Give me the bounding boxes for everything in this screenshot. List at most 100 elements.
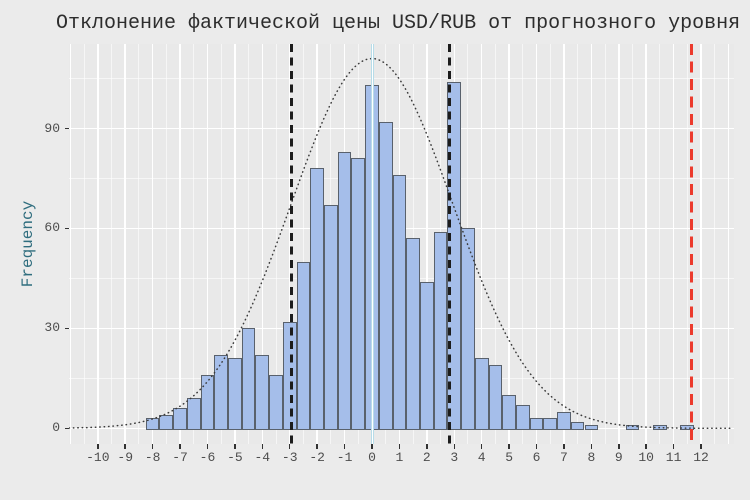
histogram-bar: [241, 328, 256, 430]
x-tick-label: 0: [368, 450, 376, 465]
histogram-bar: [378, 121, 393, 430]
histogram-bar: [557, 411, 571, 430]
histogram-bar: [570, 421, 585, 430]
x-major-gridline: [590, 44, 593, 444]
x-major-gridline: [700, 44, 702, 444]
x-tick-label: 12: [693, 450, 709, 465]
y-axis-title: Frequency: [19, 200, 37, 288]
x-minor-gridline: [659, 44, 661, 444]
x-tick-mark: [151, 444, 154, 449]
histogram-bar: [488, 365, 503, 430]
x-minor-gridline: [220, 44, 222, 444]
x-major-gridline: [234, 44, 236, 444]
x-minor-gridline: [686, 44, 688, 444]
x-tick-mark: [453, 444, 455, 449]
histogram-bar: [351, 158, 366, 430]
histogram-bar: [269, 375, 283, 430]
histogram-bar: [625, 424, 640, 430]
outlier-line: [690, 44, 694, 444]
x-tick-mark: [618, 444, 620, 449]
histogram-bar: [310, 168, 324, 430]
x-tick-mark: [645, 444, 647, 449]
x-tick-mark: [398, 444, 401, 449]
histogram-bar: [543, 418, 558, 430]
x-minor-gridline: [83, 44, 85, 444]
lower-band-line: [290, 44, 294, 444]
x-minor-gridline: [549, 44, 551, 444]
x-minor-gridline: [714, 44, 716, 444]
histogram-bar: [474, 358, 489, 430]
x-tick-label: -10: [86, 450, 110, 465]
histogram-bar: [406, 238, 420, 430]
y-tick-mark: [64, 327, 69, 330]
histogram-bar: [502, 394, 516, 430]
x-tick-mark: [343, 444, 346, 449]
x-tick-mark: [508, 444, 510, 449]
x-major-gridline: [563, 44, 565, 444]
histogram-bar: [200, 375, 215, 430]
x-major-gridline: [151, 44, 154, 444]
x-minor-gridline: [193, 44, 195, 444]
x-tick-mark: [206, 444, 209, 449]
x-major-gridline: [179, 44, 181, 444]
histogram-bar: [584, 424, 599, 430]
x-tick-label: -7: [172, 450, 188, 465]
x-tick-label: -4: [254, 450, 271, 465]
x-tick-label: -8: [144, 450, 161, 465]
x-tick-label: 4: [477, 450, 486, 465]
x-tick-mark: [426, 444, 428, 449]
x-tick-label: 7: [560, 450, 568, 465]
x-tick-mark: [563, 444, 565, 449]
y-tick-label: 30: [44, 320, 60, 336]
x-tick-mark: [590, 444, 593, 449]
histogram-bar: [392, 175, 407, 430]
x-major-gridline: [206, 44, 209, 444]
x-tick-label: 8: [587, 450, 596, 465]
x-major-gridline: [645, 44, 647, 444]
x-major-gridline: [618, 44, 620, 444]
x-minor-gridline: [522, 44, 524, 444]
x-major-gridline: [124, 44, 126, 444]
x-minor-gridline: [631, 44, 633, 444]
x-tick-mark: [97, 444, 99, 449]
x-tick-mark: [672, 444, 675, 449]
x-major-gridline: [288, 44, 291, 444]
x-tick-label: -9: [117, 450, 134, 465]
histogram-bar: [419, 281, 434, 430]
y-tick-label: 0: [52, 420, 60, 436]
x-tick-label: 6: [532, 450, 541, 465]
x-tick-mark: [179, 444, 181, 449]
x-tick-label: 10: [638, 450, 654, 465]
x-major-gridline: [727, 44, 730, 444]
x-major-gridline: [261, 44, 264, 444]
x-minor-gridline: [248, 44, 250, 444]
x-tick-mark: [700, 444, 702, 449]
histogram-bar: [255, 355, 270, 430]
chart-title: Отклонение фактической цены USD/RUB от п…: [56, 12, 741, 35]
x-minor-gridline: [577, 44, 579, 444]
y-tick-mark: [64, 427, 69, 430]
mean-line: [370, 44, 374, 444]
histogram-bar: [324, 205, 338, 430]
histogram-bar: [296, 261, 311, 430]
x-minor-gridline: [604, 44, 606, 444]
y-tick-mark: [64, 227, 69, 230]
x-tick-label: -6: [199, 450, 216, 465]
x-tick-mark: [234, 444, 236, 449]
x-major-gridline: [672, 44, 675, 444]
x-tick-label: 11: [665, 450, 682, 465]
x-major-gridline: [508, 44, 510, 444]
histogram-bar: [461, 228, 475, 430]
x-tick-label: -2: [309, 450, 325, 465]
histogram-bar: [159, 414, 174, 430]
x-tick-mark: [480, 444, 483, 449]
y-tick-label: 90: [44, 120, 60, 136]
x-major-gridline: [480, 44, 483, 444]
x-minor-gridline: [302, 44, 304, 444]
x-minor-gridline: [111, 44, 112, 444]
histogram-bar: [515, 404, 530, 430]
x-tick-label: -1: [336, 450, 353, 465]
x-tick-label: 3: [450, 450, 459, 465]
upper-band-line: [448, 44, 452, 444]
normal-curve: [69, 57, 733, 430]
